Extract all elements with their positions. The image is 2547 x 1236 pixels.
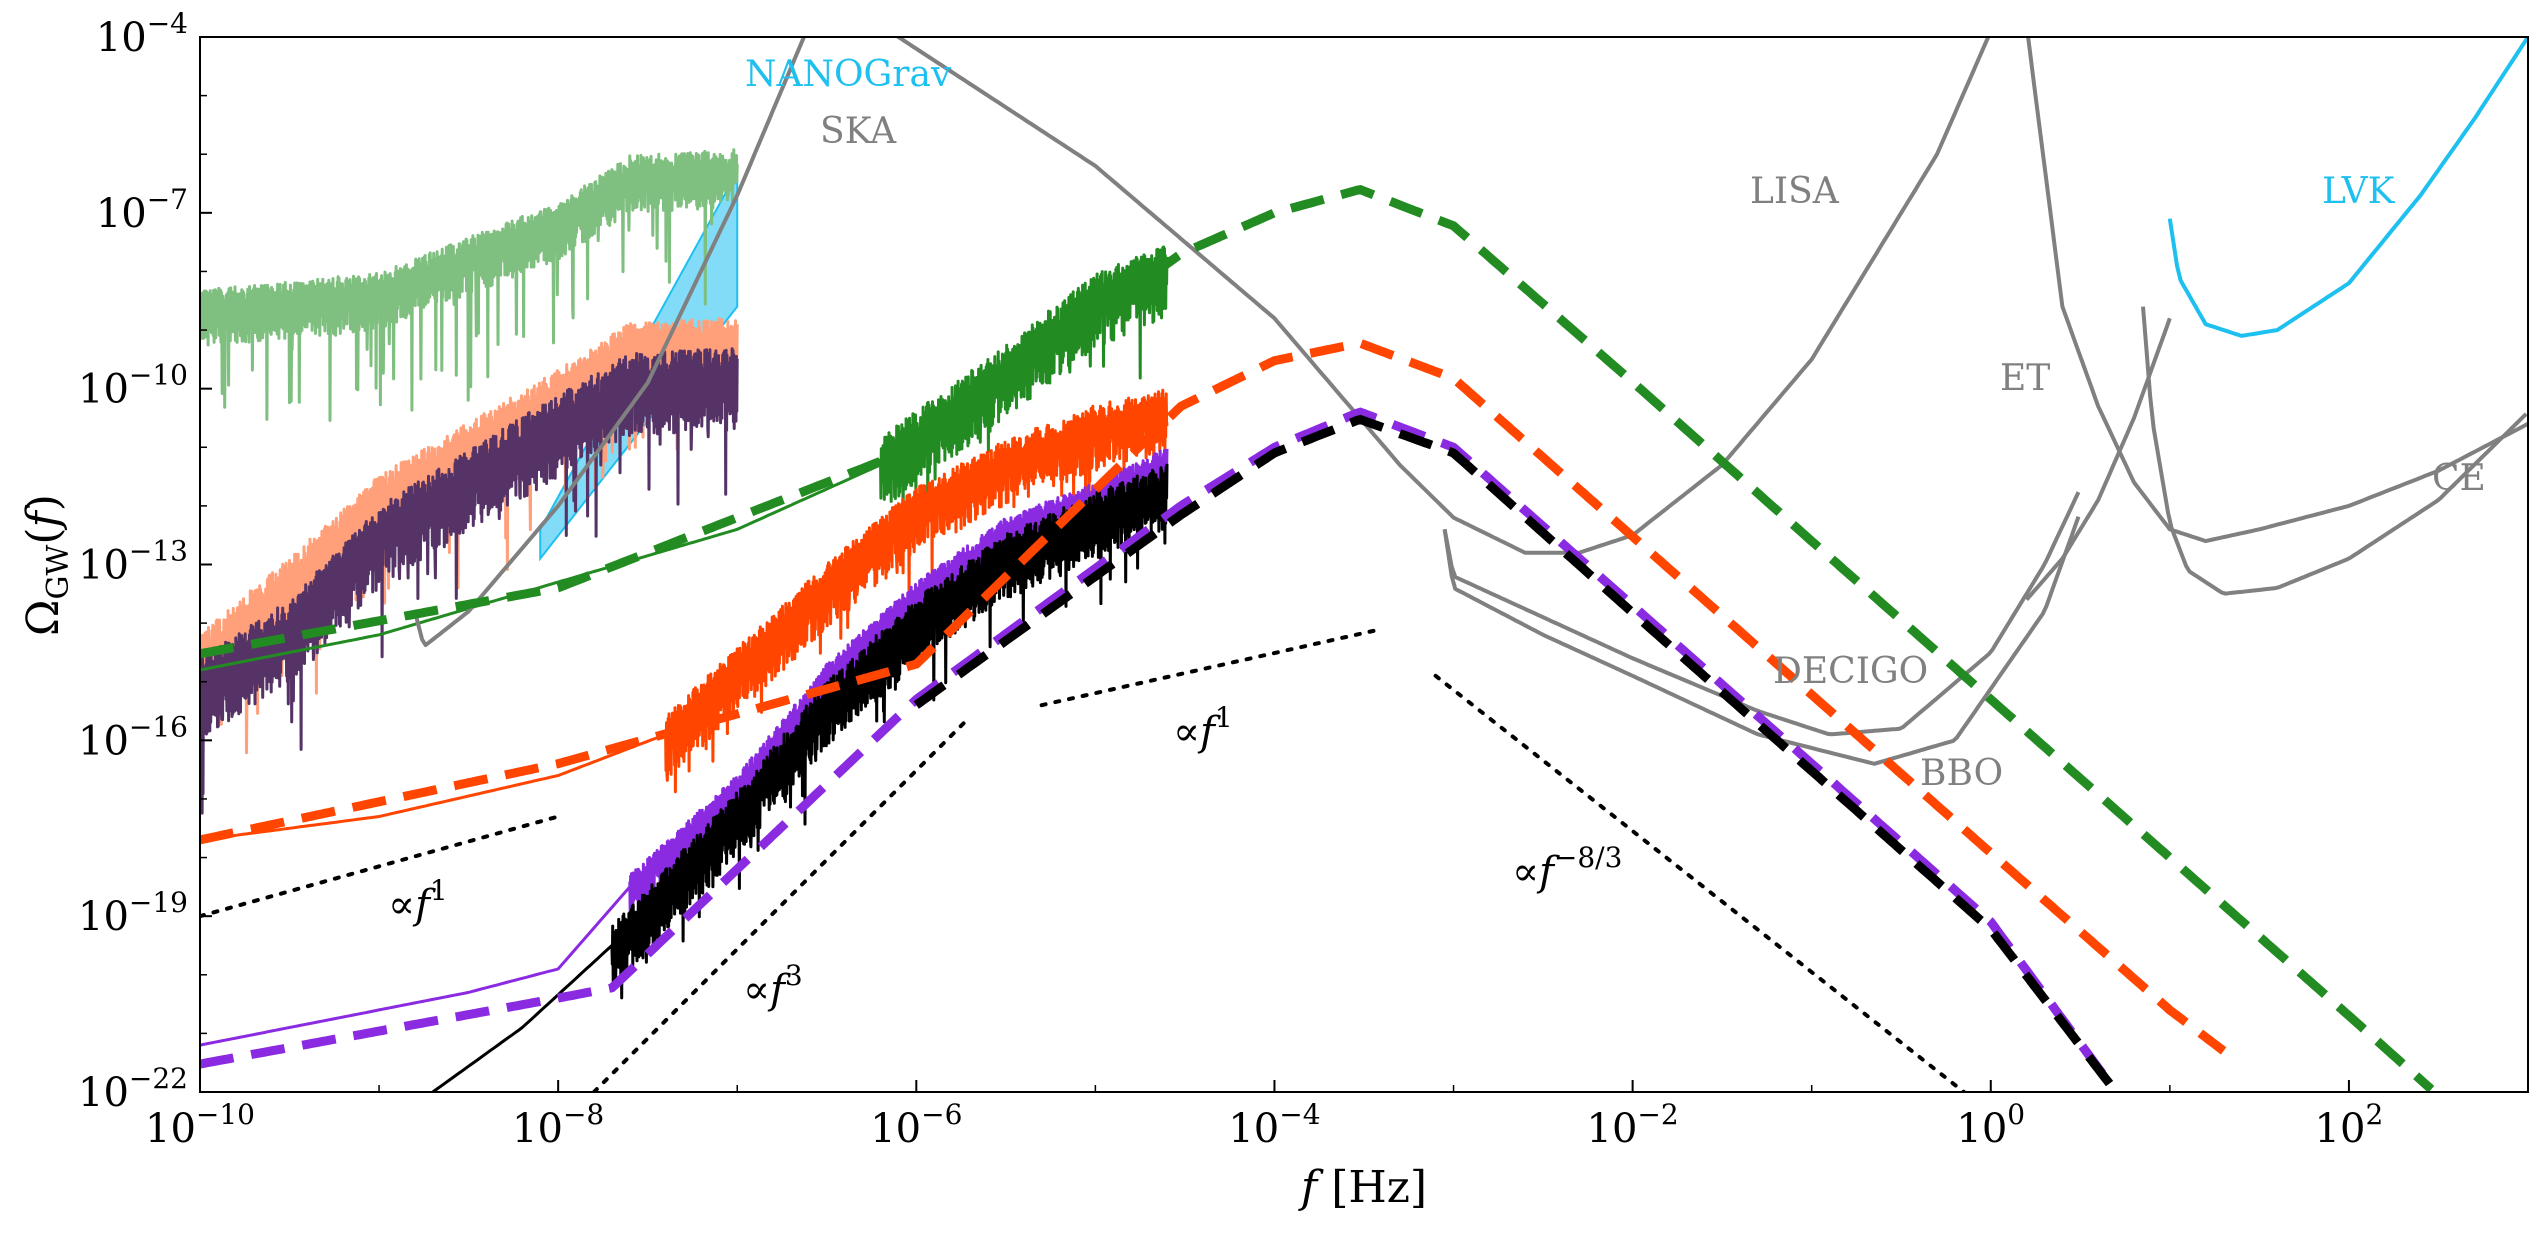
orange-thin-spectrum: [200, 733, 667, 842]
light-orange-spectrum: [200, 317, 739, 755]
slope-guide-f3: [591, 714, 973, 1092]
detector-label-ce: CE: [2432, 458, 2486, 499]
y-tick-label: 10−16: [78, 710, 188, 764]
x-axis: 10−10 10−8 10−6 10−4 10−2 100 102: [145, 1080, 2383, 1152]
y-tick-label: 10−4: [96, 7, 188, 61]
slope-label: ∝f1: [1173, 701, 1233, 755]
detector-labels: SKA LISA DECIGO BBO ET CE LVK NANOGrav: [745, 54, 2486, 794]
green-noisy-spectrum: [879, 245, 1169, 535]
x-tick-label: 100: [1956, 1098, 2025, 1152]
ce-et-branch-curve: [2025, 317, 2172, 602]
decigo-sensitivity-curve: [1442, 491, 2081, 737]
lvk-sensitivity-curve: [2167, 37, 2528, 338]
lisa-sensitivity-curve: [894, 37, 1991, 555]
y-tick-label: 10−22: [78, 1062, 188, 1116]
purple-dashed-series: [200, 407, 2117, 1091]
slope-guides-layer: [200, 626, 1966, 1092]
purple-thin-spectrum: [200, 885, 631, 1047]
detector-label-lisa: LISA: [1750, 171, 1840, 212]
detector-label-et: ET: [2000, 358, 2050, 399]
slope-label: ∝f3: [743, 959, 803, 1013]
slope-labels: ∝f1 ∝f3 ∝f1 ∝f−8/3: [388, 701, 1622, 1013]
x-tick-label: 10−4: [1228, 1098, 1320, 1152]
y-tick-label: 10−19: [78, 886, 188, 940]
black-noisy-spectrum: [610, 463, 1169, 1000]
orange-dashed-series: [200, 338, 2227, 1055]
x-tick-label: 102: [2315, 1098, 2384, 1152]
green-dashed-series: [200, 185, 2435, 1092]
green-thin-spectrum: [200, 463, 882, 672]
detector-label-lvk: LVK: [2322, 171, 2396, 212]
slope-label: ∝f−8/3: [1512, 841, 1622, 895]
slope-guide-f1-low: [200, 814, 561, 919]
detector-label-nanograv: NANOGrav: [745, 54, 952, 95]
y-tick-label: 10−10: [78, 359, 188, 413]
x-axis-label: f [Hz]: [1298, 1162, 1427, 1213]
plot-area: [200, 37, 2528, 1092]
svg-text:ΩGW(f): ΩGW(f): [18, 494, 76, 636]
y-axis: 10−22 10−19 10−16 10−13 10−10 10−7 10−4: [78, 7, 212, 1116]
et-sensitivity-curve: [2026, 37, 2528, 544]
purple-noisy-spectrum: [628, 448, 1169, 914]
detector-label-bbo: BBO: [1920, 753, 2003, 794]
x-tick-label: 10−8: [512, 1098, 604, 1152]
ska-sensitivity-curve: [412, 37, 807, 648]
ce-sensitivity-curve: [2141, 306, 2528, 596]
x-tick-label: 10−10: [145, 1098, 255, 1152]
orange-noisy-spectrum: [664, 388, 1169, 794]
y-tick-label: 10−7: [96, 183, 188, 237]
slope-label: ∝f1: [388, 874, 448, 928]
detector-curves-layer: [412, 37, 2528, 766]
dark-purple-spectrum: [200, 347, 739, 815]
detector-label-ska: SKA: [820, 111, 897, 152]
bbo-sensitivity-curve: [1442, 516, 2081, 766]
slope-guide-f1-mid: [1039, 626, 1384, 708]
x-tick-label: 10−6: [870, 1098, 962, 1152]
y-tick-label: 10−13: [78, 535, 188, 589]
black-thin-spectrum: [431, 944, 613, 1092]
light-green-spectrum: [200, 148, 739, 422]
slope-guide-f-8-3: [1433, 673, 1966, 1092]
dashed-series-layer: [200, 185, 2435, 1092]
detector-label-decigo: DECIGO: [1773, 651, 1928, 692]
x-tick-label: 10−2: [1587, 1098, 1679, 1152]
y-axis-label: ΩGW(f): [18, 494, 76, 636]
